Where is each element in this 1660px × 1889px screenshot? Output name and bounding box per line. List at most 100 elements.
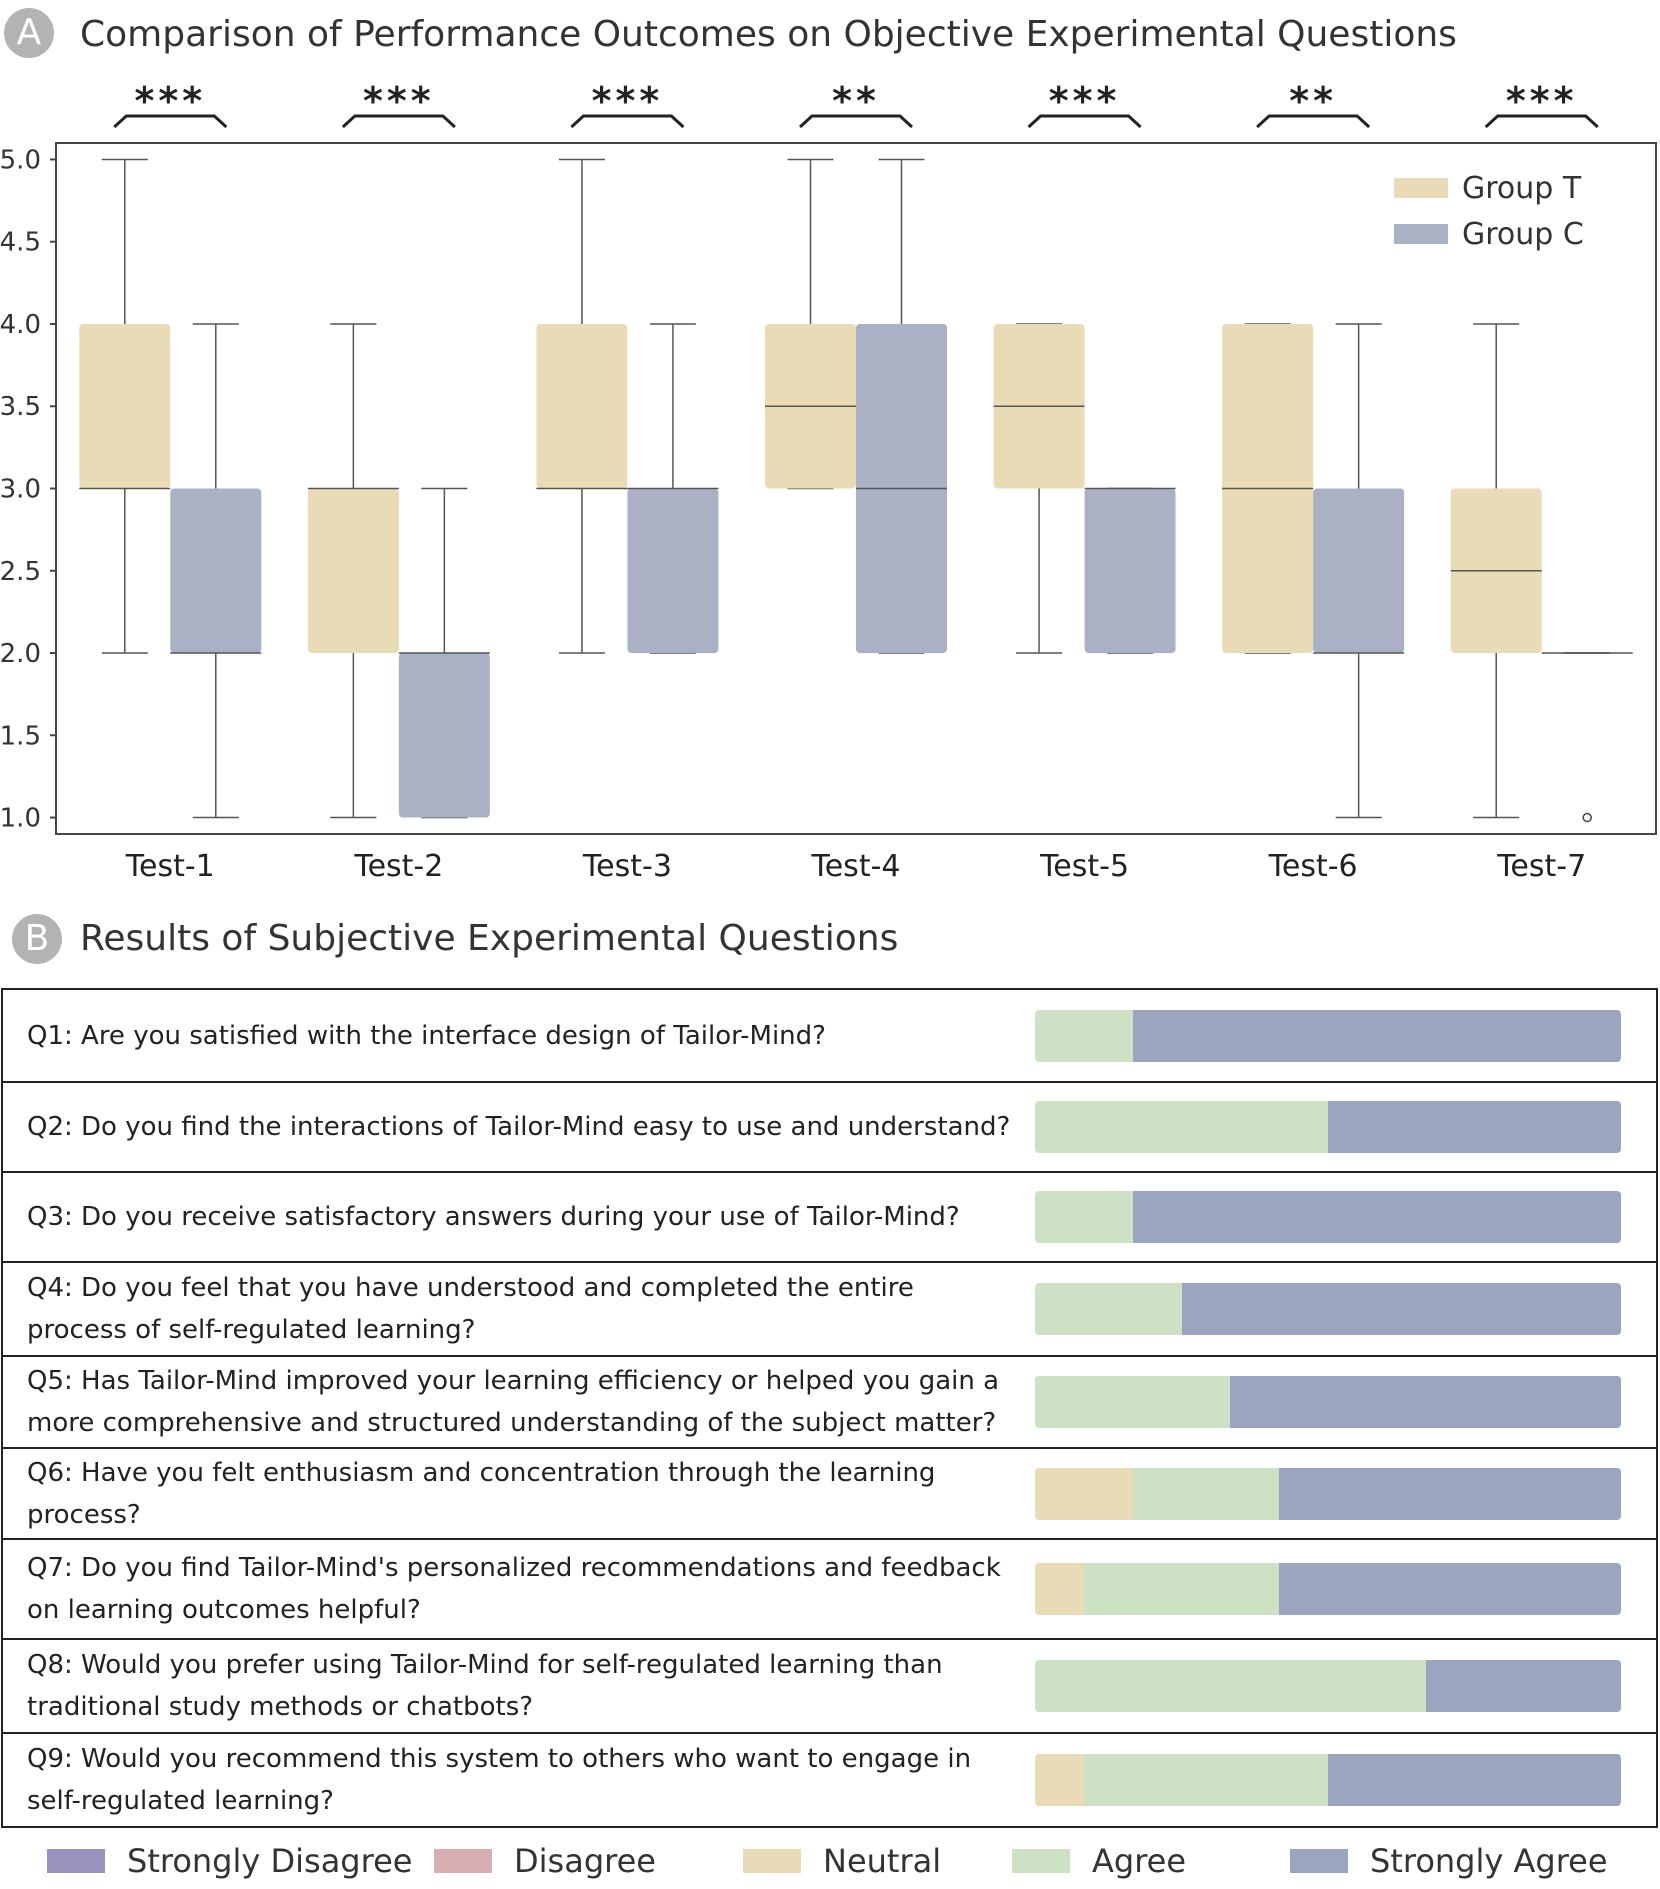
segment-agree [1035, 1191, 1133, 1243]
survey-row: Q9: Would you recommend this system to o… [3, 1732, 1656, 1826]
legend-label: Strongly Agree [1370, 1842, 1608, 1880]
segment-agree [1083, 1754, 1328, 1806]
legend-item: Strongly Agree [1290, 1836, 1608, 1886]
box-group-c [398, 653, 490, 818]
legend-swatch [1290, 1849, 1348, 1873]
significance-label: *** [363, 79, 435, 123]
segment-agree [1035, 1009, 1133, 1062]
survey-row: Q1: Are you satisfied with the interface… [3, 990, 1656, 1081]
y-tick-label: 2.5 [0, 557, 41, 587]
significance-bracket [1027, 114, 1142, 129]
significance-bracket [1256, 114, 1371, 129]
x-category-label: Test-2 [353, 849, 443, 884]
significance-label: *** [592, 79, 664, 123]
x-category-label: Test-1 [125, 849, 215, 884]
box-group-t [79, 323, 171, 489]
survey-row: Q2: Do you find the interactions of Tail… [3, 1081, 1656, 1171]
segment-strongly-agree [1327, 1754, 1621, 1806]
x-category-label: Test-6 [1268, 849, 1358, 884]
segment-agree [1035, 1283, 1182, 1335]
question-text: Q9: Would you recommend this system to o… [27, 1744, 972, 1816]
question-text: Q4: Do you feel that you have understood… [27, 1273, 914, 1345]
segment-strongly-agree [1328, 1101, 1621, 1153]
significance-label: *** [1506, 79, 1578, 123]
segment-neutral [1035, 1467, 1133, 1520]
significance-bracket [113, 114, 228, 129]
y-tick-label: 1.0 [0, 804, 41, 834]
segment-agree [1132, 1467, 1280, 1520]
survey-row: Q8: Would you prefer using Tailor-Mind f… [3, 1638, 1656, 1732]
x-category-label: Test-3 [582, 849, 672, 884]
survey-table: Q1: Are you satisfied with the interface… [1, 988, 1658, 1828]
section-b-badge: B [12, 914, 62, 964]
box-group-t [307, 488, 399, 654]
segment-strongly-agree [1279, 1563, 1621, 1615]
y-tick-label: 1.5 [0, 721, 41, 751]
box-group-c [1313, 488, 1405, 654]
y-tick-label: 5.0 [0, 145, 41, 175]
response-bar [1035, 1101, 1621, 1153]
question-text: Q3: Do you receive satisfactory answers … [27, 1202, 960, 1232]
survey-row: Q5: Has Tailor-Mind improved your learni… [3, 1355, 1656, 1447]
significance-label: *** [1049, 79, 1121, 123]
response-bar [1035, 1754, 1621, 1806]
response-bar [1035, 1467, 1621, 1520]
question-text: Q5: Has Tailor-Mind improved your learni… [27, 1366, 1000, 1438]
segment-neutral [1035, 1563, 1084, 1615]
segment-agree [1083, 1563, 1280, 1615]
y-tick-label: 4.5 [0, 228, 41, 258]
survey-row: Q6: Have you felt enthusiasm and concent… [3, 1447, 1656, 1538]
legend-label: Agree [1092, 1842, 1187, 1880]
survey-row: Q7: Do you find Tailor-Mind's personaliz… [3, 1538, 1656, 1638]
segment-strongly-agree [1181, 1283, 1621, 1335]
legend-swatch-group-c [1394, 224, 1448, 244]
legend-label: Strongly Disagree [127, 1842, 413, 1880]
boxplot-chart: 5.0 4.5 4.0 3.5 3.0 2.5 2.0 1.5 1.0 *** Test-1 *** T… [0, 79, 1657, 884]
segment-strongly-agree [1132, 1009, 1621, 1062]
segment-agree [1035, 1101, 1328, 1153]
segment-neutral [1035, 1754, 1084, 1806]
significance-bracket [570, 114, 685, 129]
legend-swatch [434, 1849, 492, 1873]
question-text: Q2: Do you find the interactions of Tail… [27, 1112, 1011, 1142]
question-text: Q8: Would you prefer using Tailor-Mind f… [27, 1650, 943, 1722]
x-category-label: Test-7 [1496, 849, 1586, 884]
legend-label-group-c: Group C [1462, 217, 1584, 252]
legend-item: Neutral [743, 1836, 941, 1886]
x-category-label: Test-5 [1039, 849, 1129, 884]
response-bar [1035, 1283, 1621, 1335]
survey-row: Q3: Do you receive satisfactory answers … [3, 1171, 1656, 1261]
legend-swatch [47, 1849, 105, 1873]
box-group-c [170, 488, 262, 654]
question-text: Q6: Have you felt enthusiasm and concent… [27, 1457, 936, 1530]
legend-label: Disagree [514, 1842, 656, 1880]
response-bar [1035, 1376, 1621, 1428]
box-group-c [1084, 488, 1176, 654]
y-tick-label: 4.0 [0, 310, 41, 340]
significance-label: ** [832, 79, 880, 123]
response-bar [1035, 1191, 1621, 1243]
section-a-title: Comparison of Performance Outcomes on Ob… [80, 14, 1457, 55]
legend-swatch-group-t [1394, 178, 1448, 198]
legend-label: Neutral [823, 1842, 942, 1880]
legend-swatch [1012, 1849, 1070, 1873]
significance-label: *** [134, 79, 206, 123]
significance-label: ** [1289, 79, 1337, 123]
legend-item: Disagree [434, 1836, 656, 1886]
segment-strongly-agree [1279, 1467, 1621, 1520]
outlier-point [1582, 812, 1592, 823]
response-bar [1035, 1009, 1621, 1062]
legend-label-group-t: Group T [1462, 171, 1582, 206]
section-a-badge: A [4, 8, 54, 58]
survey-row: Q4: Do you feel that you have understood… [3, 1261, 1656, 1355]
significance-bracket [1484, 114, 1599, 129]
significance-bracket [341, 114, 456, 129]
legend-item: Agree [1012, 1836, 1186, 1886]
response-bar [1035, 1660, 1621, 1712]
y-tick-label: 3.0 [0, 475, 41, 505]
x-category-label: Test-4 [811, 849, 901, 884]
legend-swatch [743, 1849, 801, 1873]
segment-strongly-agree [1230, 1376, 1621, 1428]
legend-item: Strongly Disagree [47, 1836, 412, 1886]
section-b-title: Results of Subjective Experimental Quest… [80, 918, 899, 959]
